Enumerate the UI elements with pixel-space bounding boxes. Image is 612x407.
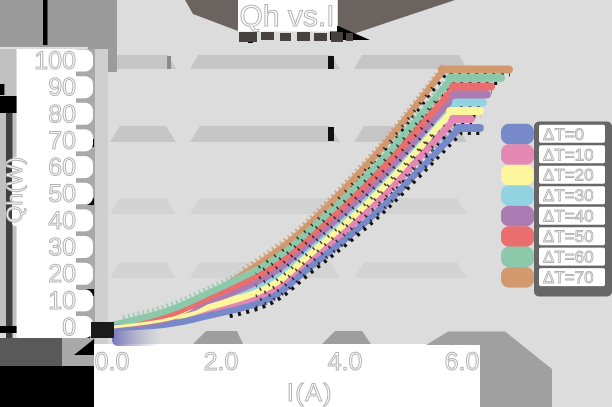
- svg-text:10: 10: [48, 287, 76, 315]
- svg-text:ΔT=0: ΔT=0: [543, 125, 584, 144]
- svg-text:6.0: 6.0: [445, 348, 480, 376]
- svg-text:90: 90: [48, 74, 76, 102]
- svg-text:2.0: 2.0: [204, 348, 239, 376]
- svg-text:20: 20: [48, 260, 76, 288]
- svg-text:ΔT=10: ΔT=10: [543, 145, 594, 164]
- svg-text:50: 50: [48, 180, 76, 208]
- svg-text:ΔT=70: ΔT=70: [543, 268, 594, 287]
- svg-text:ΔT=30: ΔT=30: [543, 186, 594, 205]
- svg-text:0: 0: [62, 314, 76, 342]
- svg-text:30: 30: [48, 234, 76, 262]
- svg-text:I(A): I(A): [287, 379, 333, 407]
- svg-text:80: 80: [48, 100, 76, 128]
- svg-text:60: 60: [48, 154, 76, 182]
- svg-text:100: 100: [34, 47, 76, 75]
- svg-text:40: 40: [48, 207, 76, 235]
- svg-text:Qh(W): Qh(W): [2, 157, 27, 223]
- svg-text:0.0: 0.0: [95, 348, 130, 376]
- svg-text:70: 70: [48, 127, 76, 155]
- svg-text:4.0: 4.0: [328, 348, 363, 376]
- svg-text:ΔT=40: ΔT=40: [543, 207, 594, 226]
- svg-text:ΔT=20: ΔT=20: [543, 166, 594, 185]
- svg-text:Qh vs.I: Qh vs.I: [239, 0, 334, 33]
- svg-text:ΔT=50: ΔT=50: [543, 227, 594, 246]
- svg-text:ΔT=60: ΔT=60: [543, 248, 594, 267]
